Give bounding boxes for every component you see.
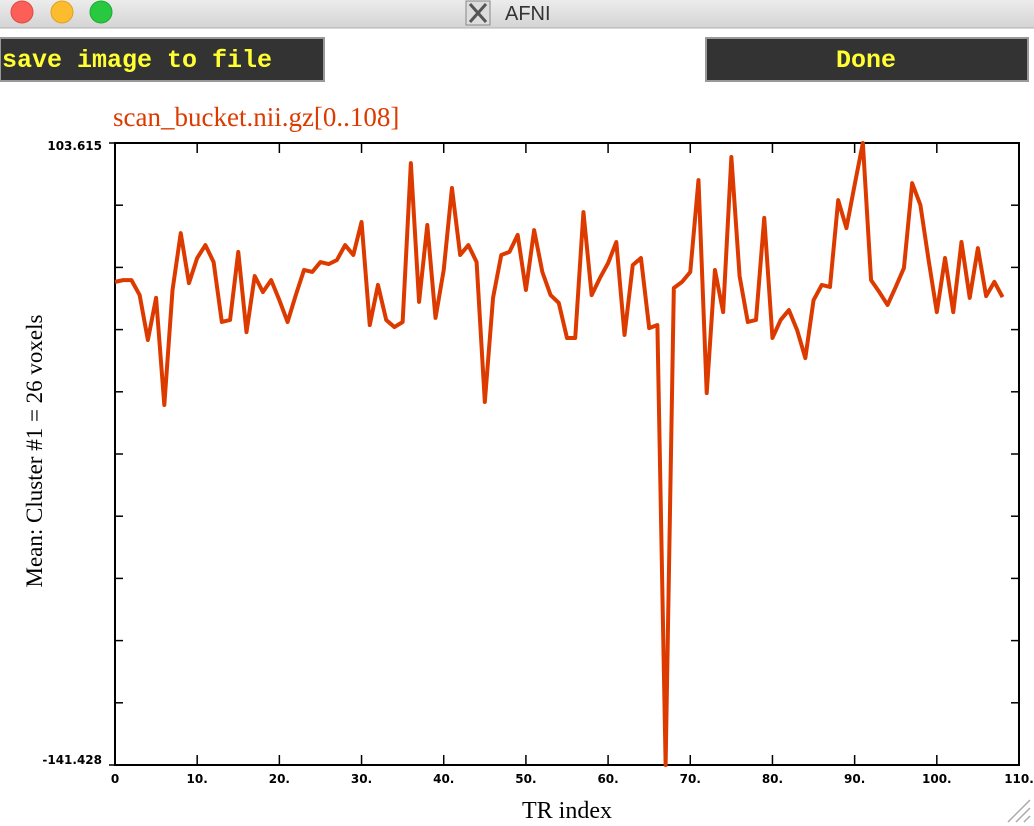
x-tick-label: 20. [269,772,290,786]
window-title: AFNI [505,3,551,25]
x-tick-label: 0 [111,772,119,786]
x-tick-label: 80. [762,772,783,786]
x-axis-label: TR index [522,798,612,824]
zoom-button[interactable] [89,0,113,24]
done-button[interactable] [705,37,1029,82]
x-tick-label: 60. [597,772,618,786]
x-tick-label: 40. [433,772,454,786]
app-icon-glyph [468,3,488,23]
x-tick-label: 70. [680,772,701,786]
minimize-button[interactable] [50,0,74,24]
x-tick-label: 90. [844,772,865,786]
close-button[interactable] [10,0,34,24]
data-line [114,141,1005,767]
x-tick-label: 30. [351,772,372,786]
x-tick-label: 100. [922,772,952,786]
y-tick-label: -141.428 [42,753,102,767]
x-tick-label: 10. [187,772,208,786]
chart-title: scan_bucket.nii.gz[0..108] [113,102,399,132]
title-bar [0,0,1034,28]
resize-grip [1007,799,1031,823]
save-button-label[interactable]: save image to file [2,46,272,75]
x-tick-label: 110. [1004,772,1034,786]
save-button[interactable] [0,37,325,82]
plot-frame [114,142,1020,766]
y-tick-label: 103.615 [47,139,102,153]
done-button-label[interactable]: Done [836,46,896,75]
y-axis-label: Mean: Cluster #1 = 26 voxels [22,314,47,587]
plot: scan_bucket.nii.gz[0..108] TR index Mean… [22,102,1020,824]
x-tick-label: 50. [515,772,536,786]
